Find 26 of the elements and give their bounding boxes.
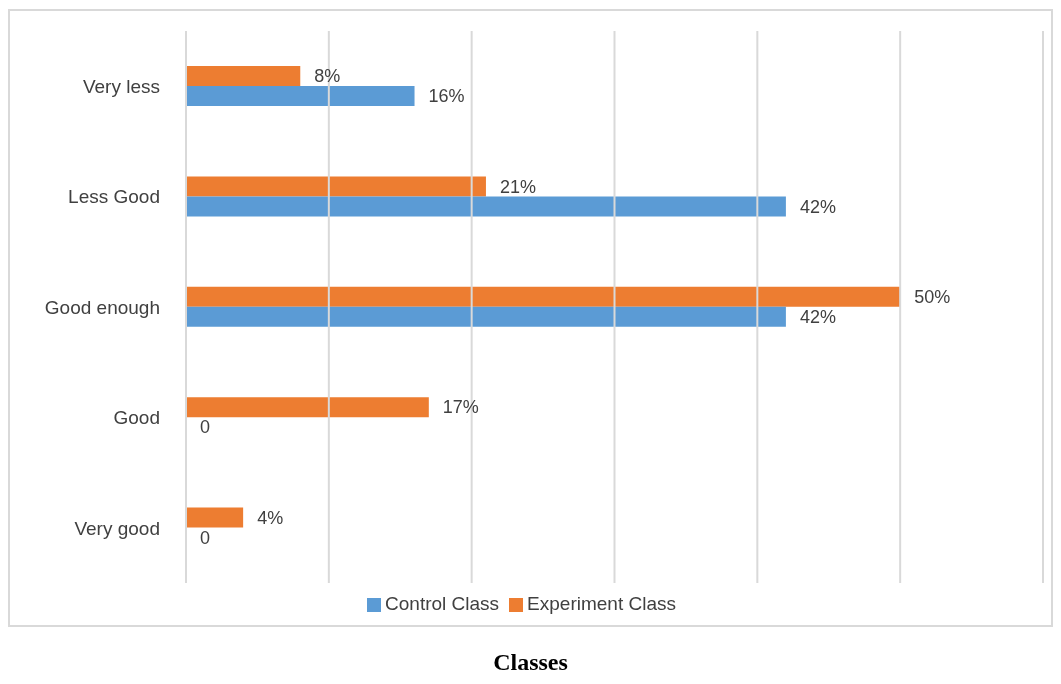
legend-label: Control Class: [385, 593, 500, 614]
data-label: 16%: [428, 86, 465, 107]
bar: [186, 286, 901, 307]
data-label: 21%: [499, 176, 536, 197]
data-label: 8%: [314, 66, 341, 87]
y-tick-label: Very less: [82, 75, 160, 97]
bar: [186, 176, 486, 197]
bar: [186, 397, 429, 418]
y-tick-label: Good: [113, 407, 160, 429]
bar: [186, 507, 244, 528]
bar: [186, 66, 301, 86]
y-tick-label: Less Good: [68, 186, 160, 208]
data-label: 0: [200, 527, 211, 548]
data-label: 42%: [799, 196, 836, 217]
data-label: 50%: [914, 287, 951, 307]
legend-label: Experiment Class: [527, 593, 676, 614]
bar: [186, 306, 786, 327]
data-label: 4%: [257, 507, 284, 528]
data-label: 17%: [442, 397, 479, 418]
data-label: 42%: [799, 307, 836, 327]
y-tick-label: Good enough: [44, 296, 160, 318]
x-axis-title: Classes: [492, 649, 569, 676]
bar: [186, 86, 415, 106]
data-label: 0: [200, 417, 211, 438]
bar: [186, 196, 786, 217]
y-tick-label: Very good: [74, 517, 160, 539]
